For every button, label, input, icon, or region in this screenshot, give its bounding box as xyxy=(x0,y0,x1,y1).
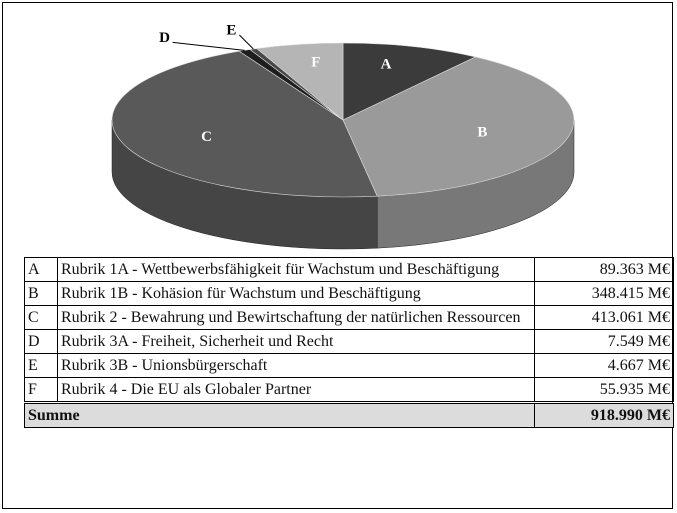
slice-label: C xyxy=(201,129,212,145)
table-row: C Rubrik 2 - Bewahrung und Bewirtschaftun… xyxy=(24,305,674,330)
total-label: Summe xyxy=(24,401,535,428)
row-key: A xyxy=(24,257,58,282)
row-key: B xyxy=(24,281,58,306)
row-value: 55.935 M€ xyxy=(534,377,674,403)
row-value: 413.061 M€ xyxy=(534,305,674,330)
slice-label: F xyxy=(311,55,320,71)
row-label: Rubrik 3B - Unionsbürgerschaft xyxy=(57,353,535,378)
total-value: 918.990 M€ xyxy=(534,401,674,428)
row-value: 348.415 M€ xyxy=(534,281,674,306)
row-value: 89.363 M€ xyxy=(534,257,674,282)
table-row: F Rubrik 4 - Die EU als Globaler Partner 5… xyxy=(24,377,674,403)
row-value: 7.549 M€ xyxy=(534,329,674,354)
slice-label: A xyxy=(381,56,392,72)
slice-label: E xyxy=(226,22,236,38)
chart: A B C D E F xyxy=(111,22,575,250)
table-row: A Rubrik 1A - Wettbewerbsfähigkeit für Wa… xyxy=(24,257,674,282)
row-label: Rubrik 1B - Kohäsion für Wachstum und Be… xyxy=(57,281,535,306)
slice xyxy=(342,42,477,121)
table-row: E Rubrik 3B - Unionsbürgerschaft 4.667 M€ xyxy=(24,353,674,378)
row-label: Rubrik 1A - Wettbewerbsfähigkeit für Wac… xyxy=(57,257,535,282)
row-key: E xyxy=(24,353,58,378)
leader-line xyxy=(239,34,254,50)
slice-label: B xyxy=(477,125,487,141)
slice xyxy=(111,50,378,198)
row-label: Rubrik 2 - Bewahrung und Bewirtschaftung… xyxy=(57,305,535,330)
frame xyxy=(2,2,673,509)
row-key: C xyxy=(24,305,58,330)
row-value: 4.667 M€ xyxy=(534,353,674,378)
total-row: Summe 918.990 M€ xyxy=(24,401,674,428)
slice xyxy=(342,56,575,197)
row-label: Rubrik 4 - Die EU als Globaler Partner xyxy=(57,377,535,403)
legend-table: A Rubrik 1A - Wettbewerbsfähigkeit für Wa… xyxy=(24,257,674,428)
slice xyxy=(256,42,344,121)
slice-label: D xyxy=(159,30,170,46)
row-key: F xyxy=(24,377,58,403)
table-row: D Rubrik 3A - Freiheit, Sicherheit und Re… xyxy=(24,329,674,354)
row-key: D xyxy=(24,329,58,354)
leader-line xyxy=(172,41,245,51)
row-label: Rubrik 3A - Freiheit, Sicherheit und Rec… xyxy=(57,329,535,354)
table-row: B Rubrik 1B - Kohäsion für Wachstum und B… xyxy=(24,281,674,306)
